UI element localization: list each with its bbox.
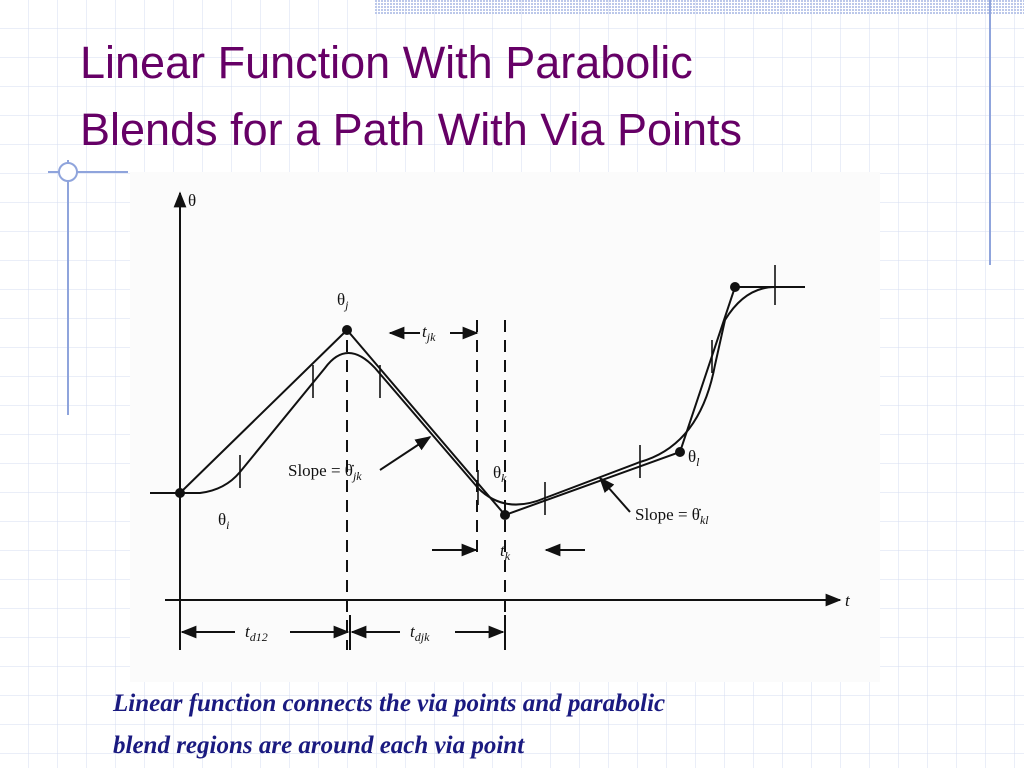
label: Slope = θ̇jk bbox=[288, 461, 362, 483]
label-part: θ bbox=[337, 290, 345, 309]
label-part: θ bbox=[493, 463, 501, 482]
pointer-arrow bbox=[598, 476, 631, 513]
dashed-guides bbox=[346, 320, 506, 650]
label-part: Slope = θ̇ bbox=[635, 505, 701, 524]
via-points bbox=[175, 282, 740, 520]
shape bbox=[342, 325, 352, 335]
deco-circle bbox=[58, 162, 78, 182]
label-part: jk bbox=[351, 469, 362, 483]
top-band bbox=[375, 0, 1024, 15]
axis-label: t bbox=[845, 591, 851, 610]
label-part: t bbox=[410, 622, 416, 641]
label-part: kl bbox=[700, 513, 709, 527]
label-part: j bbox=[343, 298, 349, 312]
label-part: i bbox=[226, 518, 229, 532]
shape bbox=[730, 282, 740, 292]
dimension-bars bbox=[179, 615, 506, 650]
caption: blend regions are around each via point bbox=[113, 732, 525, 759]
label: θi bbox=[218, 510, 230, 532]
label: td12 bbox=[245, 622, 268, 644]
label: θk bbox=[493, 463, 507, 485]
label: θj bbox=[337, 290, 349, 312]
label-part: l bbox=[696, 455, 700, 469]
label-part: k bbox=[501, 471, 507, 485]
caption: Linear function connects the via points … bbox=[112, 690, 665, 717]
shape bbox=[675, 447, 685, 457]
label: tk bbox=[500, 541, 511, 563]
label-part: djk bbox=[415, 630, 430, 644]
shape bbox=[175, 488, 185, 498]
label-part: Slope = θ̇ bbox=[288, 461, 354, 480]
label-part: θ bbox=[688, 447, 696, 466]
axis-label: θ bbox=[188, 191, 196, 210]
label: θl bbox=[688, 447, 700, 469]
pointer-arrow bbox=[379, 436, 432, 471]
label-part: t bbox=[422, 322, 428, 341]
label-part: jk bbox=[425, 330, 436, 344]
label-part: t bbox=[500, 541, 506, 560]
figure: θ t θj θi θk θl tjk tk Slope = θ̇jk Slop… bbox=[130, 172, 880, 682]
label: tdjk bbox=[410, 622, 430, 644]
label-part: θ bbox=[218, 510, 226, 529]
title: Blends for a Path With Via Points bbox=[80, 104, 742, 155]
label: Slope = θ̇kl bbox=[635, 505, 709, 527]
label: tjk bbox=[422, 322, 436, 344]
title: Linear Function With Parabolic bbox=[80, 37, 693, 88]
label-part: d12 bbox=[250, 630, 268, 644]
label-part: t bbox=[245, 622, 251, 641]
label-part: k bbox=[505, 549, 511, 563]
shape bbox=[500, 510, 510, 520]
